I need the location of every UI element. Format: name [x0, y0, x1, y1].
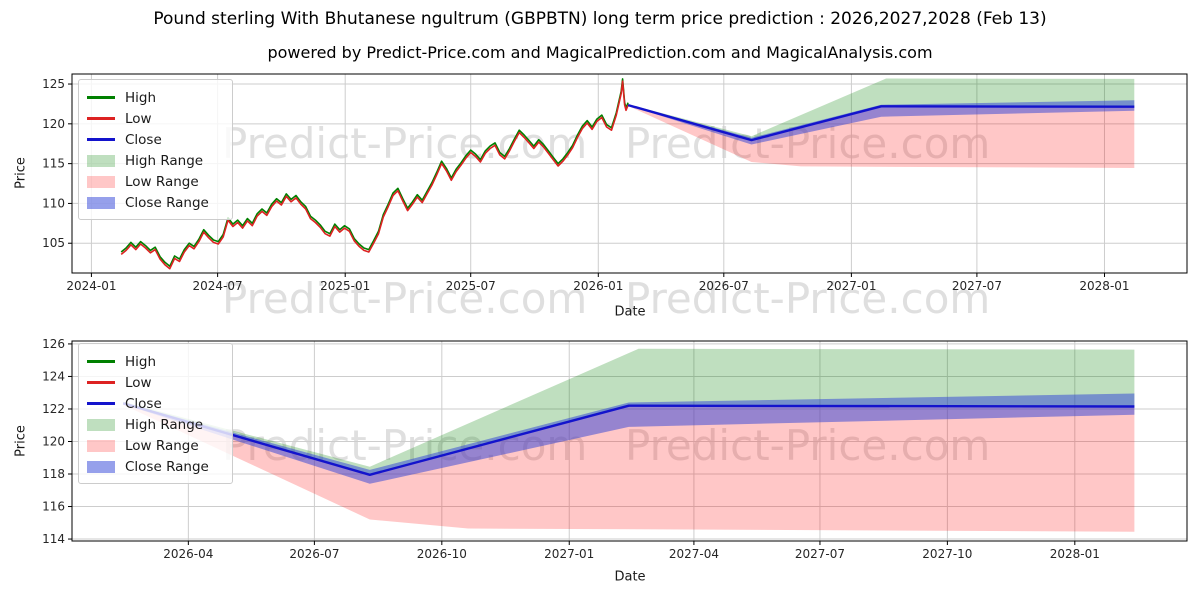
y-tick-label: 118 [42, 467, 65, 481]
y-axis-label-bottom: Price [13, 425, 29, 457]
close-line-forecast [122, 402, 1135, 476]
x-tick-label: 2027-07 [795, 547, 845, 561]
legend-line-swatch [87, 138, 115, 141]
x-tick-label: 2026-01 [573, 279, 623, 293]
legend-item-label: High Range [125, 416, 204, 433]
legend-item-high: High [87, 87, 224, 108]
y-axis-label-top: Price [13, 157, 29, 189]
legend-item-high-range: High Range [87, 150, 224, 171]
y-tick-label: 110 [42, 196, 65, 210]
close-range-band [123, 393, 1135, 484]
y-tick-label: 120 [42, 434, 65, 448]
x-tick-label: 2024-07 [193, 279, 243, 293]
x-tick-label: 2027-01 [544, 547, 594, 561]
legend-item-high-range: High Range [87, 414, 224, 435]
legend-item-close: Close [87, 129, 224, 150]
legend-item-label: Low [125, 110, 152, 127]
legend-line-swatch [87, 117, 115, 120]
close-line-forecast [627, 103, 1135, 142]
legend-line-swatch [87, 402, 115, 405]
y-tick-label: 126 [42, 337, 65, 351]
y-tick-label: 120 [42, 117, 65, 131]
x-tick-label: 2027-10 [922, 547, 972, 561]
high-range-band [628, 78, 1135, 141]
chart-top: 2024-01 2024-07 2025-01 2025-07 2026-01 2026-… [42, 73, 1188, 293]
y-tick-label: 115 [42, 157, 65, 171]
x-tick-label: 2027-07 [952, 279, 1002, 293]
x-tick-label: 2026-07 [289, 547, 339, 561]
y-tick-label: 116 [42, 500, 65, 514]
legend-line-swatch [87, 96, 115, 99]
legend-item-label: Low Range [125, 437, 199, 454]
legend-item-label: High [125, 353, 157, 370]
y-tick-label: 114 [42, 532, 65, 546]
close-range-band [628, 100, 1135, 145]
x-tick-label: 2027-01 [826, 279, 876, 293]
chart-subtitle: powered by Predict-Price.com and Magical… [267, 43, 933, 62]
y-tick-label: 105 [42, 236, 65, 250]
legend-item-low: Low [87, 372, 224, 393]
x-tick-label: 2028-01 [1079, 279, 1129, 293]
axes-frame [71, 73, 1188, 274]
x-axis-label-bottom: Date [614, 569, 646, 585]
legend-item-low: Low [87, 108, 224, 129]
legend-item-low-range: Low Range [87, 171, 224, 192]
x-tick-label: 2027-04 [669, 547, 719, 561]
legend-item-label: Close Range [125, 458, 209, 475]
legend-item-low-range: Low Range [87, 435, 224, 456]
legend-line-swatch [87, 360, 115, 363]
y-tick-label: 124 [42, 369, 65, 383]
low-range-band [123, 403, 1135, 532]
legend-patch-swatch [87, 439, 115, 452]
x-tick-label: 2026-10 [417, 547, 467, 561]
x-tick-label: 2024-01 [66, 279, 116, 293]
legend-patch-swatch [87, 418, 115, 431]
x-tick-label: 2025-07 [446, 279, 496, 293]
high-range-band [123, 348, 1135, 475]
legend-item-label: Low Range [125, 173, 199, 190]
y-tick-label: 122 [42, 402, 65, 416]
legend-top-chart: High Low Close High Range Low Range Close Ran… [78, 79, 233, 220]
legend-item-label: Close [125, 131, 162, 148]
y-tick-label: 125 [42, 77, 65, 91]
legend-item-close-range: Close Range [87, 192, 224, 213]
legend-patch-swatch [87, 196, 115, 209]
chart-title: Pound sterling With Bhutanese ngultrum (… [153, 9, 1047, 29]
x-tick-label: 2028-01 [1050, 547, 1100, 561]
low-line-history [120, 80, 629, 270]
legend-patch-swatch [87, 175, 115, 188]
legend-item-label: Low [125, 374, 152, 391]
low-range-band [628, 105, 1135, 168]
legend-item-close-range: Close Range [87, 456, 224, 477]
x-axis-label-top: Date [614, 304, 646, 320]
x-tick-label: 2025-01 [320, 279, 370, 293]
legend-line-swatch [87, 381, 115, 384]
x-tick-label: 2026-07 [699, 279, 749, 293]
legend-bottom-chart: High Low Close High Range Low Range Close Ran… [78, 343, 233, 484]
legend-item-label: Close Range [125, 194, 209, 211]
legend-item-label: High Range [125, 152, 204, 169]
legend-patch-swatch [87, 154, 115, 167]
legend-item-label: Close [125, 395, 162, 412]
legend-patch-swatch [87, 460, 115, 473]
chart-bottom: 2026-04 2026-07 2026-10 2027-01 2027-04 2027-… [42, 337, 1188, 561]
legend-item-high: High [87, 351, 224, 372]
legend-item-close: Close [87, 393, 224, 414]
legend-item-label: High [125, 89, 157, 106]
x-tick-label: 2026-04 [163, 547, 213, 561]
